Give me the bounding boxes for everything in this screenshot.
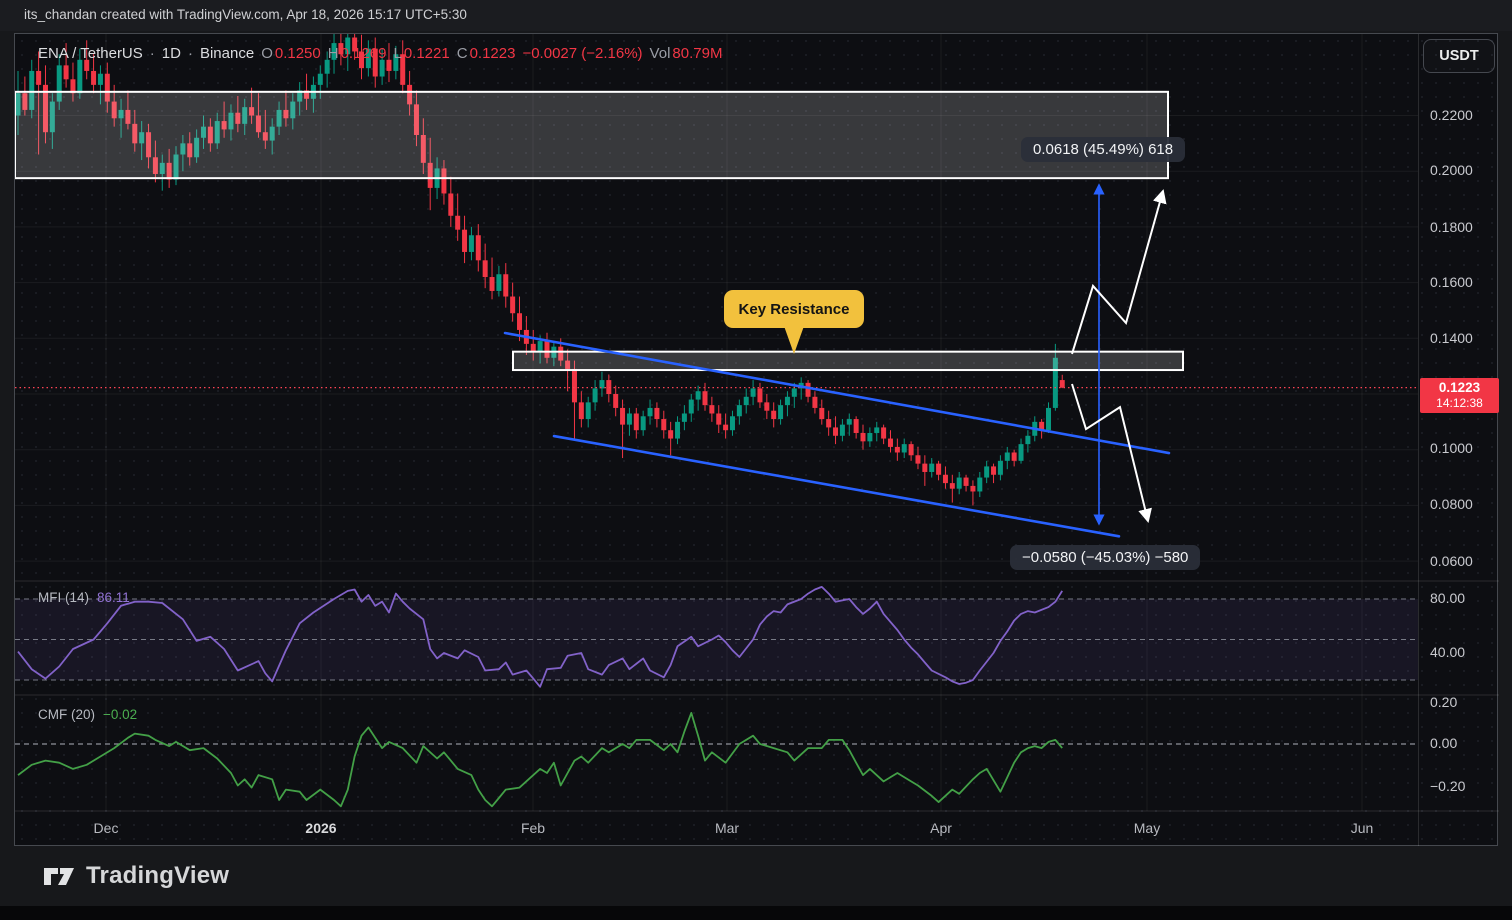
price-tick: 0.2000 — [1430, 162, 1473, 178]
cmf-name: CMF (20) — [38, 707, 95, 722]
cmf-tick: 0.00 — [1430, 735, 1458, 751]
price-tick: 0.1400 — [1430, 330, 1473, 346]
time-tick-dec: Dec — [93, 820, 119, 836]
cmf-tick: −0.20 — [1430, 778, 1466, 794]
ohlc-close: C 0.1223 — [456, 45, 516, 62]
mfi-tick: 40.00 — [1430, 644, 1466, 660]
ohlc-high: H 0.1269 — [327, 45, 387, 62]
bottom-strip — [0, 906, 1512, 920]
price-tick: 0.2200 — [1430, 107, 1473, 123]
price-tick: 0.0600 — [1430, 553, 1473, 569]
cmf-tick: 0.20 — [1430, 694, 1458, 710]
mfi-value: 86.11 — [97, 590, 130, 605]
key-resistance-callout[interactable]: Key Resistance — [724, 290, 864, 328]
price-tick: 0.1800 — [1430, 219, 1473, 235]
cmf-indicator-label[interactable]: CMF (20) −0.02 — [38, 707, 137, 722]
tradingview-brand-text[interactable]: TradingView — [86, 862, 230, 889]
attribution-bar: its_chandan created with TradingView.com… — [0, 0, 1512, 31]
price-tick: 0.1000 — [1430, 440, 1473, 456]
time-tick-mar: Mar — [714, 820, 740, 836]
time-tick-may: May — [1133, 820, 1161, 836]
symbol-name[interactable]: ENA / TetherUS — [38, 45, 143, 62]
exchange-label: Binance — [199, 45, 255, 62]
ohlc-open: O 0.1250 — [261, 45, 321, 62]
mfi-indicator-label[interactable]: MFI (14) 86.11 — [38, 590, 130, 605]
time-tick-apr: Apr — [930, 820, 952, 836]
price-tick: 0.1600 — [1430, 274, 1473, 290]
tradingview-logo-icon[interactable] — [40, 858, 76, 894]
mfi-tick: 80.00 — [1430, 590, 1466, 606]
price-tick: 0.0800 — [1430, 496, 1473, 512]
time-tick-jun: Jun — [1350, 820, 1374, 836]
candlestick-chart-canvas[interactable] — [15, 34, 1499, 847]
volume-label: Vol 80.79M — [649, 45, 723, 62]
measure-label-down[interactable]: −0.0580 (−45.03%) −580 — [1010, 545, 1201, 570]
price-axis-separator — [1418, 34, 1419, 847]
currency-toggle-button[interactable]: USDT — [1423, 39, 1495, 73]
footer-bar: TradingView — [0, 846, 1512, 906]
measure-label-up[interactable]: 0.0618 (45.49%) 618 — [1021, 137, 1186, 162]
separator-dot: · — [187, 45, 193, 62]
current-price-value: 0.1223 — [1438, 380, 1481, 395]
time-tick-2026: 2026 — [305, 820, 337, 836]
callout-tail — [784, 326, 804, 354]
mfi-name: MFI (14) — [38, 590, 90, 605]
change-label: −0.0027 (−2.16%) — [522, 45, 643, 62]
ohlc-low: L 0.1221 — [393, 45, 450, 62]
time-tick-feb: Feb — [520, 820, 546, 836]
current-price-label: 0.1223 14:12:38 — [1420, 378, 1499, 413]
separator-dot: · — [149, 45, 155, 62]
interval-label[interactable]: 1D — [161, 45, 181, 62]
attribution-text: its_chandan created with TradingView.com… — [24, 7, 467, 22]
countdown-timer: 14:12:38 — [1436, 396, 1483, 410]
cmf-value: −0.02 — [103, 707, 138, 722]
